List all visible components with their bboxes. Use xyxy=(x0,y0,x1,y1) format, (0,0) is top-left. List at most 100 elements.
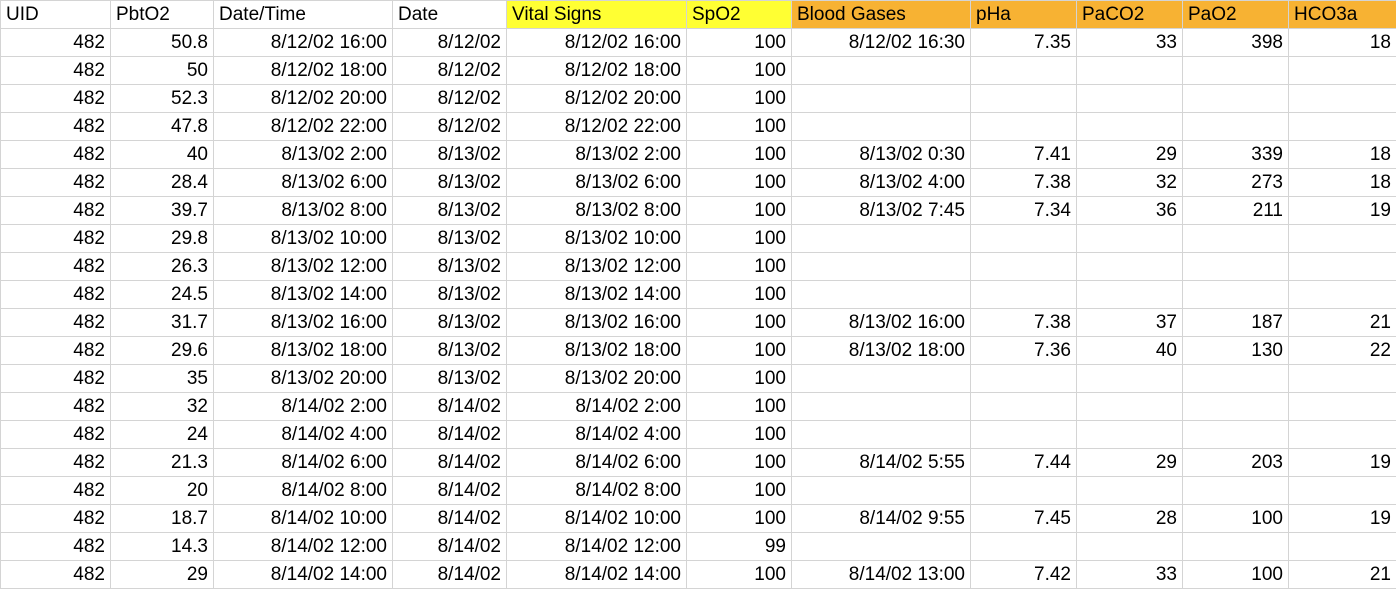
table-cell[interactable] xyxy=(1182,224,1289,253)
table-cell[interactable]: 8/14/02 2:00 xyxy=(506,392,687,421)
table-cell[interactable]: 8/12/02 xyxy=(392,56,507,85)
table-cell[interactable]: 482 xyxy=(0,224,111,253)
table-cell[interactable]: 28 xyxy=(1076,504,1183,533)
table-cell[interactable]: 100 xyxy=(686,560,792,589)
table-cell[interactable]: 8/14/02 4:00 xyxy=(213,420,393,449)
table-cell[interactable]: 7.38 xyxy=(970,308,1077,337)
table-cell[interactable]: 52.3 xyxy=(110,84,214,113)
table-cell[interactable]: 19 xyxy=(1288,448,1396,477)
table-cell[interactable] xyxy=(791,224,971,253)
table-cell[interactable]: 7.42 xyxy=(970,560,1077,589)
table-cell[interactable]: 29.6 xyxy=(110,336,214,365)
table-cell[interactable] xyxy=(970,224,1077,253)
column-header-pao2[interactable]: PaO2 xyxy=(1182,0,1289,29)
table-cell[interactable] xyxy=(791,532,971,561)
table-cell[interactable]: 100 xyxy=(686,392,792,421)
table-cell[interactable]: 8/12/02 xyxy=(392,84,507,113)
table-cell[interactable]: 8/14/02 9:55 xyxy=(791,504,971,533)
table-cell[interactable] xyxy=(1288,392,1396,421)
table-cell[interactable] xyxy=(1076,280,1183,309)
table-cell[interactable] xyxy=(791,84,971,113)
table-cell[interactable]: 18 xyxy=(1288,140,1396,169)
table-cell[interactable]: 100 xyxy=(1182,560,1289,589)
table-cell[interactable]: 8/14/02 10:00 xyxy=(506,504,687,533)
table-cell[interactable]: 482 xyxy=(0,420,111,449)
table-cell[interactable]: 482 xyxy=(0,448,111,477)
table-cell[interactable]: 100 xyxy=(686,308,792,337)
table-cell[interactable]: 482 xyxy=(0,196,111,225)
table-cell[interactable] xyxy=(1182,84,1289,113)
table-cell[interactable] xyxy=(1076,84,1183,113)
table-cell[interactable]: 29 xyxy=(1076,448,1183,477)
table-cell[interactable]: 37 xyxy=(1076,308,1183,337)
table-cell[interactable] xyxy=(1288,224,1396,253)
table-cell[interactable]: 21.3 xyxy=(110,448,214,477)
table-cell[interactable] xyxy=(970,112,1077,141)
column-header-spo2[interactable]: SpO2 xyxy=(686,0,792,29)
table-cell[interactable]: 24 xyxy=(110,420,214,449)
table-cell[interactable]: 8/13/02 16:00 xyxy=(506,308,687,337)
table-cell[interactable] xyxy=(1076,392,1183,421)
table-cell[interactable]: 100 xyxy=(686,140,792,169)
table-cell[interactable]: 21 xyxy=(1288,308,1396,337)
table-cell[interactable]: 203 xyxy=(1182,448,1289,477)
table-cell[interactable]: 482 xyxy=(0,504,111,533)
table-cell[interactable] xyxy=(1182,252,1289,281)
table-cell[interactable]: 8/13/02 18:00 xyxy=(791,336,971,365)
table-cell[interactable]: 8/13/02 20:00 xyxy=(213,364,393,393)
table-cell[interactable]: 8/13/02 14:00 xyxy=(506,280,687,309)
table-cell[interactable]: 8/12/02 20:00 xyxy=(213,84,393,113)
table-cell[interactable]: 100 xyxy=(686,504,792,533)
table-cell[interactable]: 35 xyxy=(110,364,214,393)
table-cell[interactable]: 8/13/02 16:00 xyxy=(791,308,971,337)
table-cell[interactable]: 18.7 xyxy=(110,504,214,533)
table-cell[interactable]: 8/12/02 xyxy=(392,28,507,57)
table-cell[interactable] xyxy=(1288,476,1396,505)
table-cell[interactable]: 100 xyxy=(686,448,792,477)
table-cell[interactable]: 8/13/02 xyxy=(392,196,507,225)
table-cell[interactable]: 32 xyxy=(1076,168,1183,197)
column-header-date-time[interactable]: Date/Time xyxy=(213,0,393,29)
table-cell[interactable]: 482 xyxy=(0,308,111,337)
table-cell[interactable] xyxy=(1288,252,1396,281)
table-cell[interactable] xyxy=(1076,532,1183,561)
table-cell[interactable] xyxy=(791,392,971,421)
column-header-pbto2[interactable]: PbtO2 xyxy=(110,0,214,29)
table-cell[interactable]: 7.35 xyxy=(970,28,1077,57)
table-cell[interactable]: 8/14/02 8:00 xyxy=(213,476,393,505)
table-cell[interactable] xyxy=(1182,56,1289,85)
table-cell[interactable]: 8/13/02 8:00 xyxy=(506,196,687,225)
table-cell[interactable]: 8/14/02 xyxy=(392,476,507,505)
table-cell[interactable]: 8/12/02 xyxy=(392,112,507,141)
table-cell[interactable]: 8/13/02 6:00 xyxy=(506,168,687,197)
table-cell[interactable] xyxy=(791,280,971,309)
table-cell[interactable]: 7.36 xyxy=(970,336,1077,365)
table-cell[interactable]: 100 xyxy=(686,280,792,309)
table-cell[interactable]: 8/13/02 8:00 xyxy=(213,196,393,225)
table-cell[interactable]: 100 xyxy=(686,476,792,505)
table-cell[interactable]: 273 xyxy=(1182,168,1289,197)
table-cell[interactable]: 8/14/02 5:55 xyxy=(791,448,971,477)
table-cell[interactable]: 8/13/02 16:00 xyxy=(213,308,393,337)
table-cell[interactable]: 20 xyxy=(110,476,214,505)
column-header-uid[interactable]: UID xyxy=(0,0,111,29)
table-cell[interactable]: 21 xyxy=(1288,560,1396,589)
table-cell[interactable]: 7.34 xyxy=(970,196,1077,225)
table-cell[interactable]: 50.8 xyxy=(110,28,214,57)
table-cell[interactable] xyxy=(1182,476,1289,505)
table-cell[interactable] xyxy=(970,532,1077,561)
table-cell[interactable]: 482 xyxy=(0,532,111,561)
table-cell[interactable]: 8/14/02 xyxy=(392,560,507,589)
table-cell[interactable]: 8/13/02 xyxy=(392,280,507,309)
table-cell[interactable] xyxy=(1182,392,1289,421)
table-cell[interactable]: 8/12/02 16:00 xyxy=(213,28,393,57)
table-cell[interactable]: 339 xyxy=(1182,140,1289,169)
table-cell[interactable]: 8/12/02 18:00 xyxy=(213,56,393,85)
table-cell[interactable]: 19 xyxy=(1288,196,1396,225)
table-cell[interactable] xyxy=(1182,280,1289,309)
table-cell[interactable]: 100 xyxy=(686,196,792,225)
table-cell[interactable]: 100 xyxy=(686,112,792,141)
table-cell[interactable] xyxy=(1288,56,1396,85)
table-cell[interactable]: 19 xyxy=(1288,504,1396,533)
table-cell[interactable]: 8/14/02 13:00 xyxy=(791,560,971,589)
